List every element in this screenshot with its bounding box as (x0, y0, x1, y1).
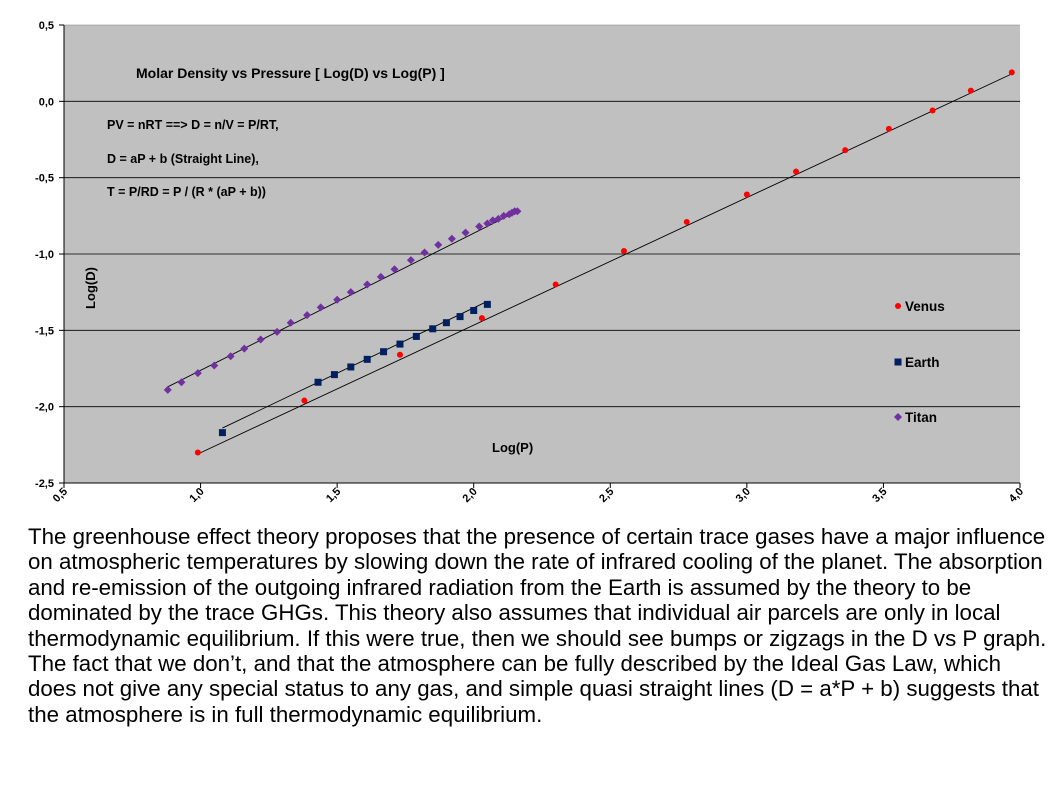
trend-line-venus (197, 73, 1012, 455)
legend: Venus Earth Titan (894, 299, 945, 425)
point-venus (793, 168, 800, 175)
point-venus (885, 125, 892, 132)
point-titan (346, 288, 355, 297)
point-titan (406, 256, 415, 265)
point-titan (316, 303, 325, 312)
x-tick-label: 2,5 (597, 486, 616, 505)
point-earth (456, 313, 464, 321)
caption-paragraph: The greenhouse effect theory proposes th… (28, 524, 1047, 727)
point-titan (210, 361, 219, 370)
x-tick-label: 1,5 (324, 486, 343, 505)
point-venus (967, 87, 974, 94)
point-earth (347, 363, 355, 371)
point-titan (363, 280, 372, 289)
y-tick-label: 0,5 (39, 20, 54, 32)
point-venus (478, 315, 485, 322)
point-titan (240, 344, 249, 353)
point-titan (483, 219, 492, 228)
point-venus (396, 351, 403, 358)
point-venus (929, 107, 936, 114)
y-tick-label: -1,0 (35, 249, 54, 261)
gridlines (64, 24, 1020, 408)
legend-label-venus: Venus (905, 299, 945, 314)
point-venus (620, 247, 627, 254)
point-earth (470, 306, 478, 314)
point-venus (1008, 69, 1015, 76)
point-earth (218, 429, 226, 437)
point-titan (447, 234, 456, 243)
y-tick-label: -2,0 (35, 402, 54, 414)
point-titan (177, 378, 186, 387)
x-tick-label: 2,0 (461, 486, 480, 505)
point-earth (314, 378, 322, 386)
point-venus (194, 449, 201, 456)
x-tick-label: 3,0 (734, 486, 753, 505)
point-titan (256, 335, 265, 344)
point-venus (301, 397, 308, 404)
y-tick-label: -0,5 (35, 173, 54, 185)
y-axis-ticks: 0,5 0,0 -0,5 -1,0 -1,5 -2,0 -2,5 (35, 20, 64, 490)
x-axis-label: Log(P) (492, 440, 533, 455)
point-titan (420, 248, 429, 257)
point-titan (193, 369, 202, 378)
legend-label-earth: Earth (905, 355, 940, 370)
y-tick-label: 0,0 (39, 96, 54, 108)
point-titan (273, 327, 282, 336)
data-points (163, 69, 1015, 456)
x-tick-label: 3,5 (870, 486, 889, 505)
point-titan (390, 265, 399, 274)
point-earth (412, 332, 420, 340)
point-earth (483, 300, 491, 308)
chart-title: Molar Density vs Pressure [ Log(D) vs Lo… (136, 65, 445, 81)
point-earth (396, 340, 404, 348)
y-tick-label: -2,5 (35, 478, 54, 490)
point-titan (333, 295, 342, 304)
legend-marker-earth (894, 358, 902, 366)
legend-marker-titan (894, 413, 902, 421)
point-earth (442, 319, 450, 327)
point-venus (743, 191, 750, 198)
annotation-2: D = aP + b (Straight Line), (107, 152, 259, 166)
point-titan (376, 272, 385, 281)
point-venus (842, 147, 849, 154)
point-titan (226, 352, 235, 361)
legend-label-titan: Titan (905, 410, 937, 425)
trend-line-titan (167, 210, 518, 388)
x-tick-label: 1,0 (187, 486, 206, 505)
y-axis-label: Log(D) (83, 267, 98, 309)
point-titan (303, 311, 312, 320)
point-earth (330, 371, 338, 379)
point-titan (461, 228, 470, 237)
point-titan (513, 207, 522, 216)
point-titan (163, 385, 172, 394)
point-titan (475, 222, 484, 231)
x-axis-ticks: 0,5 1,0 1,5 2,0 2,5 3,0 3,5 4,0 (51, 483, 1026, 505)
y-tick-label: -1,5 (35, 325, 54, 337)
legend-marker-venus (895, 303, 901, 309)
chart: 0,5 0,0 -0,5 -1,0 -1,5 -2,0 -2,5 0,5 1,0 1,5 2,0 2… (35, 20, 1026, 505)
point-titan (434, 240, 443, 249)
point-venus (683, 218, 690, 225)
point-earth (363, 355, 371, 363)
point-venus (552, 281, 559, 288)
point-titan (494, 214, 503, 223)
annotation-1: PV = nRT ==> D = n/V = P/RT, (107, 118, 279, 132)
annotation-3: T = P/RD = P / (R * (aP + b)) (107, 185, 266, 199)
point-titan (286, 318, 295, 327)
point-earth (429, 325, 437, 333)
point-earth (380, 348, 388, 356)
x-tick-label: 4,0 (1007, 486, 1026, 505)
